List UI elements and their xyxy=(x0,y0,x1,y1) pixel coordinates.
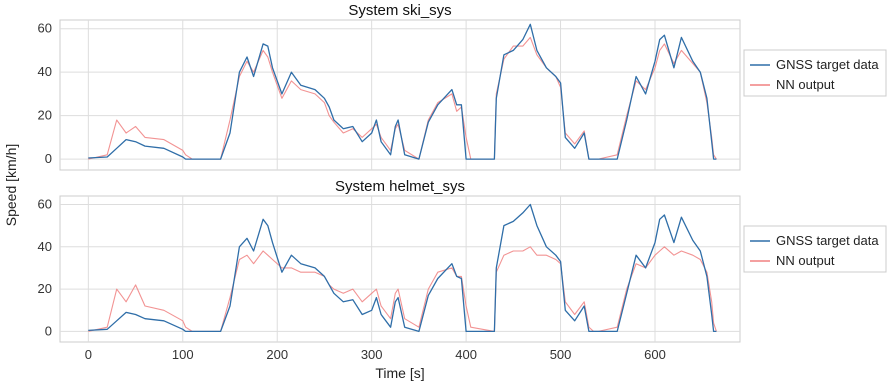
legend-label: NN output xyxy=(776,253,835,268)
y-tick-label: 0 xyxy=(45,151,52,166)
x-tick-label: 600 xyxy=(644,347,666,362)
x-tick-label: 400 xyxy=(455,347,477,362)
series-line-gnss-target-data xyxy=(88,203,717,333)
x-tick-label: 0 xyxy=(85,347,92,362)
x-axis-label: Time [s] xyxy=(375,365,424,381)
legend-box xyxy=(743,49,887,97)
chart-title: System helmet_sys xyxy=(335,178,465,195)
y-tick-label: 20 xyxy=(38,108,52,123)
chart-ski-sys: System ski_sys 0 20 40 60 GNSS target data NN … xyxy=(38,2,887,171)
x-tick-label: 100 xyxy=(172,347,194,362)
legend-label: GNSS target data xyxy=(776,233,879,248)
legend-label: GNSS target data xyxy=(776,57,879,72)
legend-box xyxy=(743,225,887,273)
x-tick-label: 300 xyxy=(361,347,383,362)
chart-title: System ski_sys xyxy=(348,2,451,19)
x-tick-label: 500 xyxy=(550,347,572,362)
y-tick-label: 40 xyxy=(38,64,52,79)
series-line-gnss-target-data xyxy=(88,23,717,160)
y-tick-label: 60 xyxy=(38,196,52,211)
y-tick-label: 0 xyxy=(45,323,52,338)
y-tick-label: 60 xyxy=(38,21,52,36)
shared-y-axis-label: Speed [km/h] xyxy=(3,144,19,227)
y-tick-label: 40 xyxy=(38,239,52,254)
y-tick-label: 20 xyxy=(38,281,52,296)
plot-area xyxy=(59,195,741,343)
legend-label: NN output xyxy=(776,77,835,92)
x-tick-label: 200 xyxy=(266,347,288,362)
